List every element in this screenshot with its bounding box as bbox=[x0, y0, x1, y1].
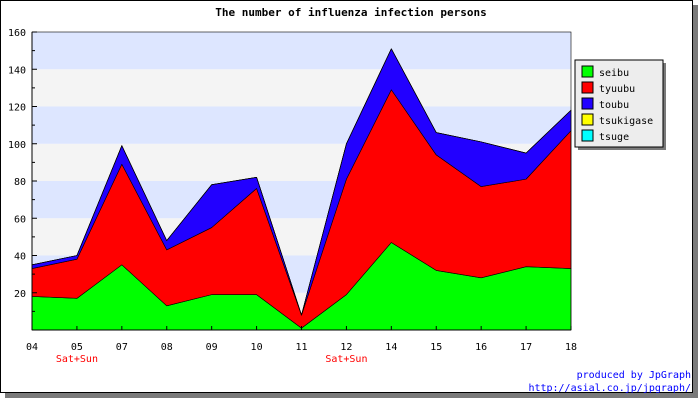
x-tick-label: 09 bbox=[206, 342, 218, 353]
grid-band bbox=[32, 69, 571, 107]
y-tick-label: 80 bbox=[14, 177, 26, 188]
x-tick-label: 11 bbox=[295, 342, 307, 353]
legend-swatch-tsuge bbox=[581, 129, 594, 142]
legend-swatch-seibu bbox=[581, 65, 594, 78]
legend-label-tyuubu: tyuubu bbox=[599, 84, 635, 95]
y-tick-label: 40 bbox=[14, 252, 26, 263]
chart-title: The number of influenza infection person… bbox=[215, 6, 487, 19]
y-axis-tick-labels: 20 40 60 80 100 120 140 160 bbox=[8, 28, 26, 300]
axes bbox=[31, 31, 572, 331]
chart-frame: 20 40 60 80 100 120 140 160 04 05 07 08 09 10 11 12 14 1… bbox=[0, 0, 693, 394]
x-tick-label: 04 bbox=[26, 342, 38, 353]
weekend-annotation: Sat+Sun bbox=[56, 354, 98, 365]
y-tick-label: 100 bbox=[8, 140, 26, 151]
x-axis-tick-labels: 04 05 07 08 09 10 11 12 14 15 16 17 18 bbox=[26, 342, 577, 353]
grid-band bbox=[32, 32, 571, 70]
annotations: Sat+Sun Sat+Sun bbox=[56, 354, 368, 365]
legend-swatch-tsukigase bbox=[581, 113, 594, 126]
y-tick-label: 20 bbox=[14, 289, 26, 300]
credit-line-2: http://asial.co.jp/jpgraph/ bbox=[528, 383, 691, 394]
x-tick-label: 05 bbox=[71, 342, 83, 353]
legend-label-tsukigase: tsukigase bbox=[599, 116, 653, 127]
legend-label-tsuge: tsuge bbox=[599, 132, 629, 143]
y-tick-label: 60 bbox=[14, 214, 26, 225]
x-tick-label: 16 bbox=[475, 342, 487, 353]
legend-label-seibu: seibu bbox=[599, 68, 629, 79]
weekend-annotation: Sat+Sun bbox=[325, 354, 367, 365]
legend-swatch-tyuubu bbox=[581, 81, 594, 94]
x-tick-label: 10 bbox=[251, 342, 263, 353]
grid-band bbox=[32, 106, 571, 144]
legend: seibu tyuubu toubu tsukigase tsuge bbox=[574, 59, 666, 150]
y-tick-label: 160 bbox=[8, 28, 26, 39]
x-tick-label: 17 bbox=[520, 342, 532, 353]
credit-line-1: produced by JpGraph bbox=[577, 370, 691, 381]
legend-label-toubu: toubu bbox=[599, 100, 629, 111]
x-tick-label: 15 bbox=[430, 342, 442, 353]
x-tick-label: 12 bbox=[340, 342, 352, 353]
y-tick-label: 140 bbox=[8, 65, 26, 76]
x-tick-label: 07 bbox=[116, 342, 128, 353]
x-tick-label: 14 bbox=[385, 342, 397, 353]
y-tick-label: 120 bbox=[8, 103, 26, 114]
x-tick-label: 08 bbox=[161, 342, 173, 353]
x-tick-label: 18 bbox=[565, 342, 577, 353]
legend-swatch-toubu bbox=[581, 97, 594, 110]
